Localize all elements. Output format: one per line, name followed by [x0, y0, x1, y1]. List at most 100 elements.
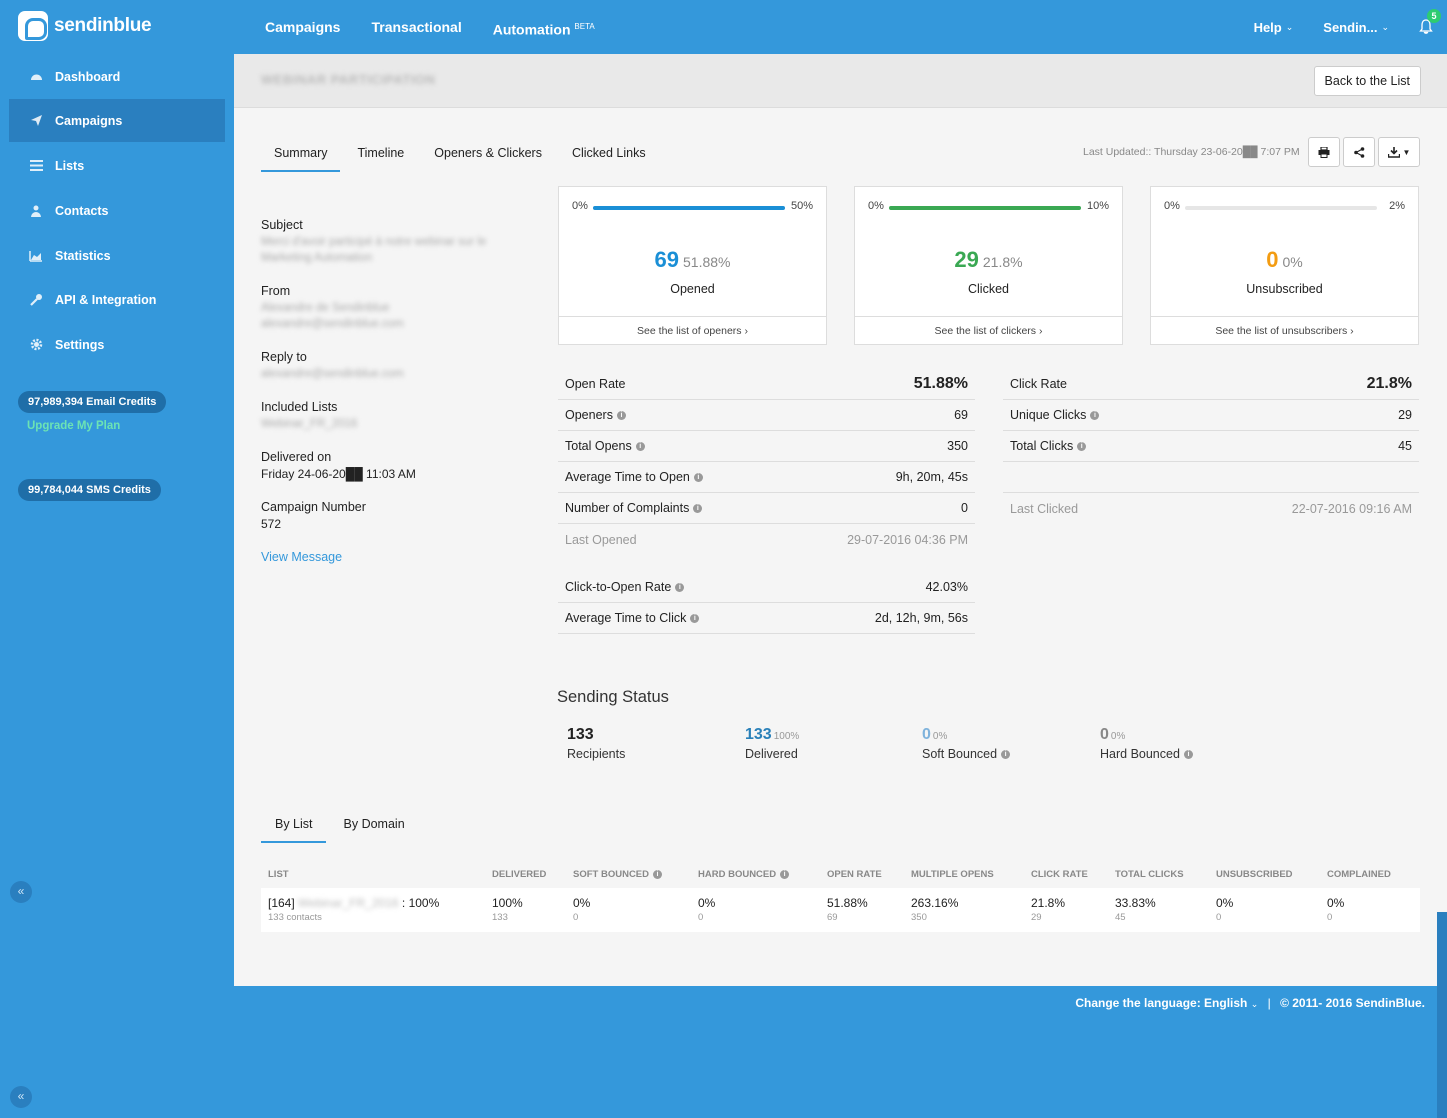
language-label: Change the language: — [1075, 996, 1201, 1010]
bar-max-label: 2% — [1389, 200, 1405, 212]
sidebar-item-dashboard[interactable]: Dashboard — [9, 55, 225, 98]
info-icon[interactable]: i — [1090, 411, 1100, 421]
tab-openers-clickers[interactable]: Openers & Clickers — [434, 146, 542, 160]
account-menu[interactable]: Sendin... ⌄ — [1323, 20, 1389, 35]
info-icon[interactable]: i — [693, 473, 703, 483]
col-hard-bounced: HARD BOUNCED i — [698, 869, 790, 880]
top-nav: Campaigns Transactional Automation BETA — [265, 0, 626, 54]
info-icon[interactable]: i — [780, 869, 790, 879]
page-scrollbar[interactable] — [1437, 912, 1447, 1118]
metric-value: 29-07-2016 04:36 PM — [847, 532, 968, 547]
info-icon[interactable]: i — [675, 583, 685, 593]
list-name: Webinar_FR_2016 — [298, 896, 399, 910]
download-dropdown-button[interactable]: ▼ — [1378, 137, 1420, 167]
col-list: LIST — [268, 869, 289, 880]
reply-to-label: Reply to — [261, 350, 307, 364]
info-icon[interactable]: i — [690, 614, 700, 624]
topnav-label: Transactional — [371, 19, 462, 35]
stat-label: Hard Bounced — [1100, 747, 1180, 761]
metric-label: Total Clicks — [1010, 439, 1074, 453]
list-percent: : 100% — [401, 896, 440, 910]
metric-label: Openers — [565, 408, 613, 422]
help-menu[interactable]: Help ⌄ — [1254, 20, 1294, 35]
back-to-list-button[interactable]: Back to the List — [1313, 66, 1421, 96]
language-selector[interactable]: English ⌄ — [1204, 996, 1258, 1010]
collapse-sidebar-button-bottom[interactable]: « — [10, 1086, 32, 1108]
footer: Change the language: English ⌄ | © 2011-… — [1075, 996, 1425, 1010]
cell-count: 133 — [492, 912, 508, 923]
metric-value: 22-07-2016 09:16 AM — [1291, 501, 1412, 516]
last-opened-row: Last Opened 29-07-2016 04:36 PM — [558, 524, 975, 555]
sidebar-item-campaigns[interactable]: Campaigns — [9, 99, 225, 142]
included-lists-block: Included Lists Webinar_FR_2016 — [261, 400, 357, 432]
delivered-stat: 133 100% Delivered — [745, 726, 799, 761]
opened-count: 69 — [654, 247, 679, 272]
collapse-sidebar-button[interactable]: « — [10, 881, 32, 903]
campaign-number-block: Campaign Number 572 — [261, 500, 366, 532]
breakdown-tabs: By List By Domain — [261, 809, 422, 843]
info-icon[interactable]: i — [693, 504, 703, 514]
topnav-transactional[interactable]: Transactional — [371, 0, 461, 54]
cell-value: 51.88% — [827, 896, 868, 910]
tab-by-list[interactable]: By List — [261, 809, 326, 843]
account-label: Sendin... — [1323, 19, 1378, 35]
bar-min-label: 0% — [572, 200, 588, 212]
view-message-link[interactable]: View Message — [261, 550, 343, 564]
metric-label: Unique Clicks — [1010, 408, 1087, 422]
avg-time-open-row: Average Time to Open i 9h, 20m, 45s — [558, 462, 975, 493]
tab-clicked-links[interactable]: Clicked Links — [571, 146, 646, 160]
topnav-campaigns[interactable]: Campaigns — [265, 0, 340, 54]
sidebar-item-statistics[interactable]: Statistics — [9, 234, 225, 277]
info-icon[interactable]: i — [1001, 750, 1011, 760]
clicked-count: 29 — [954, 247, 979, 272]
see-unsubscribers-link[interactable]: See the list of unsubscribers › — [1151, 316, 1418, 344]
see-clickers-link[interactable]: See the list of clickers › — [855, 316, 1122, 344]
cell-count: 45 — [1115, 912, 1126, 923]
upgrade-plan-link[interactable]: Upgrade My Plan — [27, 420, 121, 432]
sidebar-item-lists[interactable]: Lists — [9, 144, 225, 187]
topnav-automation[interactable]: Automation BETA — [493, 0, 595, 54]
unsubscribed-progress-bar — [1185, 206, 1377, 210]
list-id: [164] — [268, 896, 295, 910]
info-icon[interactable]: i — [1077, 442, 1087, 452]
copyright: © 2011- 2016 SendinBlue. — [1280, 996, 1425, 1010]
info-icon[interactable]: i — [616, 411, 626, 421]
from-label: From — [261, 284, 291, 298]
print-button[interactable] — [1308, 137, 1340, 167]
sidebar-item-label: Campaigns — [55, 113, 123, 128]
metric-label: Click Rate — [1010, 377, 1067, 391]
metric-label: Total Opens — [565, 439, 632, 453]
info-icon[interactable]: i — [1183, 750, 1193, 760]
col-complained: COMPLAINED — [1327, 869, 1391, 880]
metric-label: Last Opened — [565, 532, 637, 547]
tab-timeline[interactable]: Timeline — [357, 146, 405, 160]
sidebar-item-api-integration[interactable]: API & Integration — [9, 278, 225, 321]
info-icon[interactable]: i — [635, 442, 645, 452]
brand-logo[interactable]: sendinblue — [18, 11, 152, 41]
sending-status-title: Sending Status — [557, 688, 669, 706]
list-contacts: 133 contacts — [268, 912, 322, 923]
notifications-button[interactable]: 5 — [1419, 9, 1441, 35]
tab-by-domain[interactable]: By Domain — [343, 817, 405, 831]
info-icon[interactable]: i — [653, 869, 662, 879]
col-open-rate: OPEN RATE — [827, 869, 882, 880]
metric-label: Open Rate — [565, 377, 626, 391]
list-cell[interactable]: [164] Webinar_FR_2016 : 100% — [268, 896, 439, 910]
sidebar-item-label: Statistics — [55, 248, 111, 263]
email-credits-badge: 97,989,394 Email Credits — [18, 391, 167, 413]
campaign-header: WEBINAR PARTICIPATION Back to the List — [234, 54, 1447, 108]
sidebar-item-settings[interactable]: Settings — [9, 323, 225, 366]
sidebar-item-contacts[interactable]: Contacts — [9, 189, 225, 232]
sidebar: Dashboard Campaigns Lists Contacts Stati… — [0, 54, 234, 1118]
list-stats-table: LIST DELIVERED SOFT BOUNCED i HARD BOUNCE… — [261, 862, 1420, 932]
share-button[interactable] — [1343, 137, 1375, 167]
cell-count: 0 — [1327, 912, 1333, 923]
see-openers-link[interactable]: See the list of openers › — [559, 316, 826, 344]
metric-value: 45 — [1398, 439, 1412, 453]
reply-to-block: Reply to alexandre@sendinblue.com — [261, 350, 404, 382]
chevron-down-icon: ⌄ — [1285, 21, 1294, 32]
opened-percent: 51.88% — [683, 254, 731, 270]
cell-count: 29 — [1031, 912, 1042, 923]
clicked-label: Clicked — [968, 282, 1009, 296]
tab-summary[interactable]: Summary — [261, 134, 341, 172]
